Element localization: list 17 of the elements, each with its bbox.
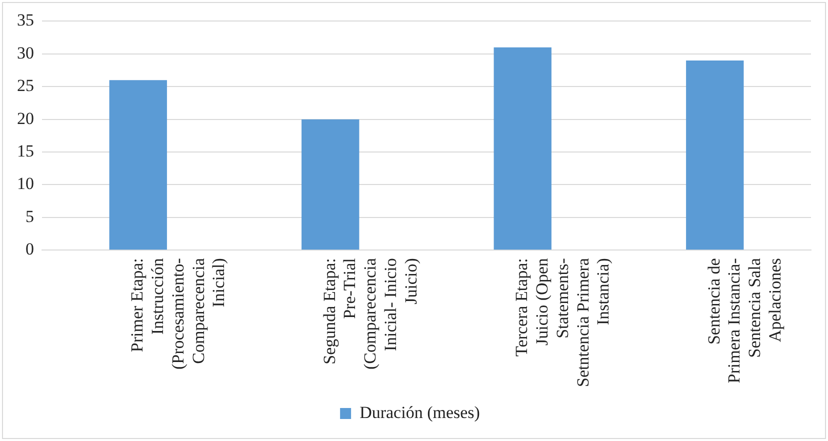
bar <box>494 47 552 250</box>
y-tick-label: 25 <box>17 76 34 96</box>
x-tick-label: Primer Etapa: Instrucción (Procesamiento-Comparecencia Inicial) <box>128 258 228 370</box>
bar <box>109 80 167 250</box>
y-tick-label: 0 <box>26 240 34 259</box>
x-tick-label: Segunda Etapa: Pre-Trial (Comparecencia Inicial- Inicio Juicio) <box>320 258 420 370</box>
y-tick-label: 15 <box>17 141 34 160</box>
y-tick-label: 30 <box>17 43 34 62</box>
y-tick-label: 5 <box>26 206 34 226</box>
y-tick-label: 20 <box>17 108 34 128</box>
x-tick-label: Sentencia de Primera Instancia-Sentencia Sala Apelaciones <box>704 258 785 384</box>
y-tick-label: 35 <box>17 10 34 30</box>
bar <box>302 119 360 250</box>
x-tick-label: Tercera Etapa: Juicio (Open Statements-Setntencia Primera Instancia) <box>512 258 613 388</box>
legend-label: Duración (meses) <box>360 402 480 422</box>
y-tick-label: 10 <box>17 174 34 194</box>
bar <box>686 60 744 250</box>
